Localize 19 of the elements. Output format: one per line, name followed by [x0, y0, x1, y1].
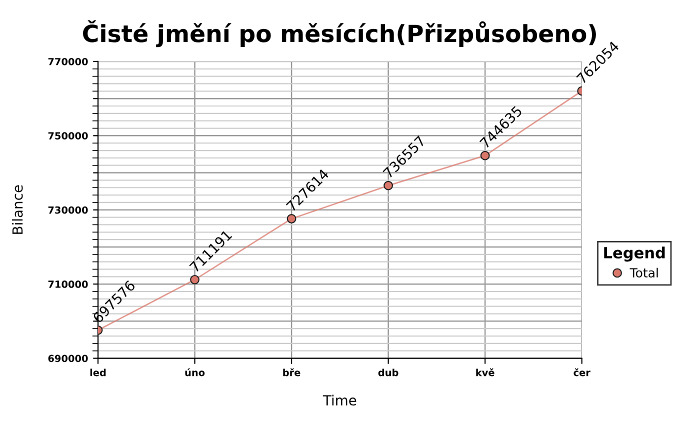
legend-title: Legend: [604, 246, 665, 262]
y-tick-label: 730000: [48, 206, 88, 214]
legend-label: Total: [630, 268, 658, 278]
x-tick-label: bře: [283, 368, 300, 376]
y-tick-label: 710000: [48, 280, 88, 288]
x-tick-label: led: [90, 368, 106, 376]
x-axis-title: Time: [322, 394, 356, 406]
x-tick-label: úno: [185, 368, 205, 376]
x-tick-label: dub: [378, 368, 398, 376]
x-tick-label: čer: [574, 368, 590, 376]
point: [480, 150, 490, 160]
y-tick-label: 750000: [48, 132, 88, 140]
y-axis-title: Bilance: [12, 185, 23, 234]
point: [190, 274, 200, 284]
x-tick-label: kvě: [476, 368, 494, 376]
y-tick-label: 690000: [48, 354, 88, 362]
point: [384, 180, 394, 190]
point: [286, 214, 296, 224]
y-tick-label: 770000: [48, 58, 88, 66]
